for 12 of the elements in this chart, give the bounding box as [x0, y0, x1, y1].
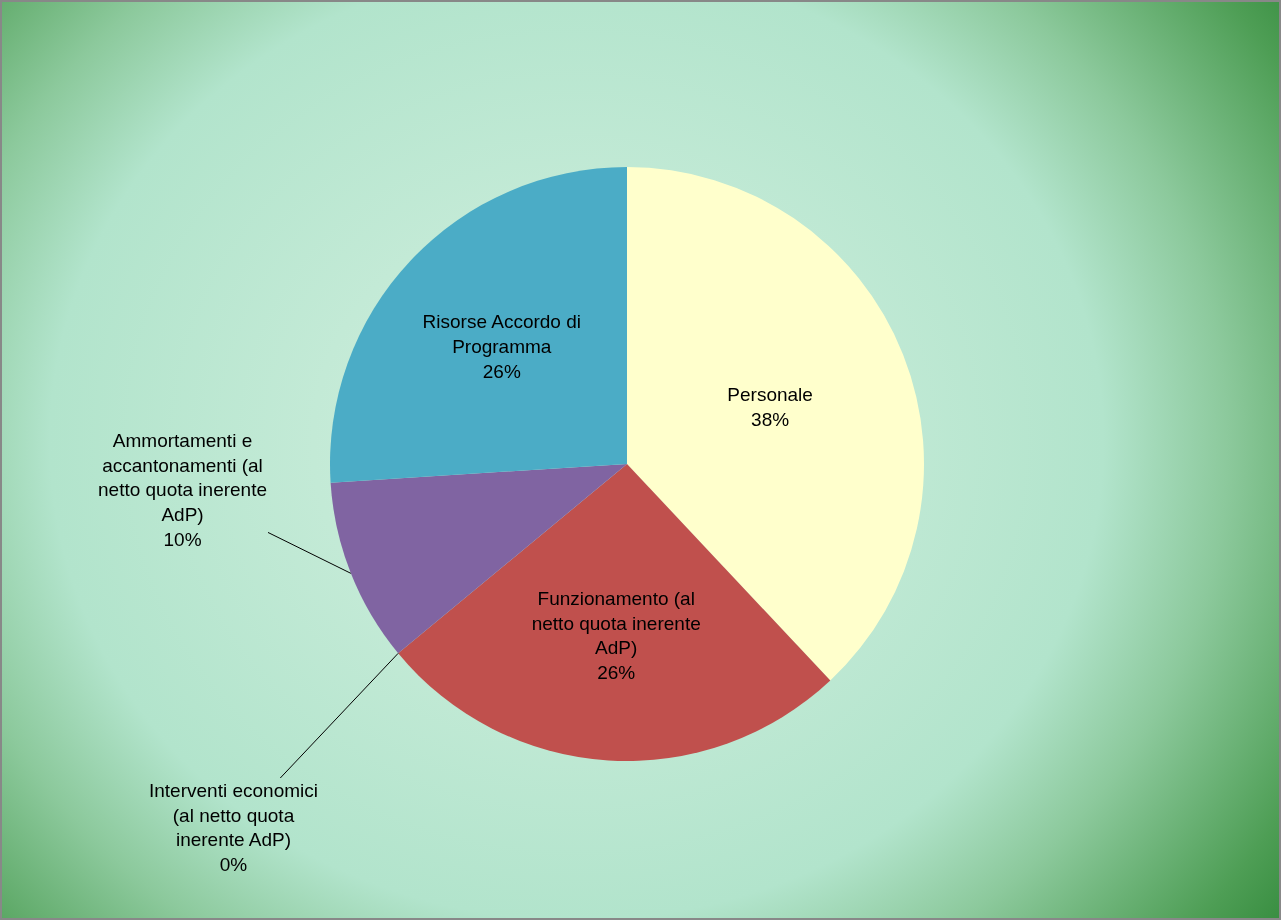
data-label: 10% — [163, 528, 202, 550]
pie-slice — [398, 464, 831, 761]
slice-label: Ammortamenti e accantonamenti (al netto quota inerente AdP) — [98, 430, 268, 526]
slice-label: Risorse Accordo di Programma — [422, 311, 581, 357]
slice-label: Funzionamento (al netto quota inerente AdP) — [531, 587, 701, 659]
data-label: 26% — [597, 661, 636, 683]
pie-slice — [330, 167, 627, 483]
slice-label: Personale — [727, 384, 813, 406]
category-label: Interventi economici (al netto quota inerente AdP) — [149, 780, 318, 851]
data-label: 26% — [482, 360, 521, 382]
text: 0% — [219, 854, 248, 876]
data-label: 38% — [751, 409, 790, 431]
